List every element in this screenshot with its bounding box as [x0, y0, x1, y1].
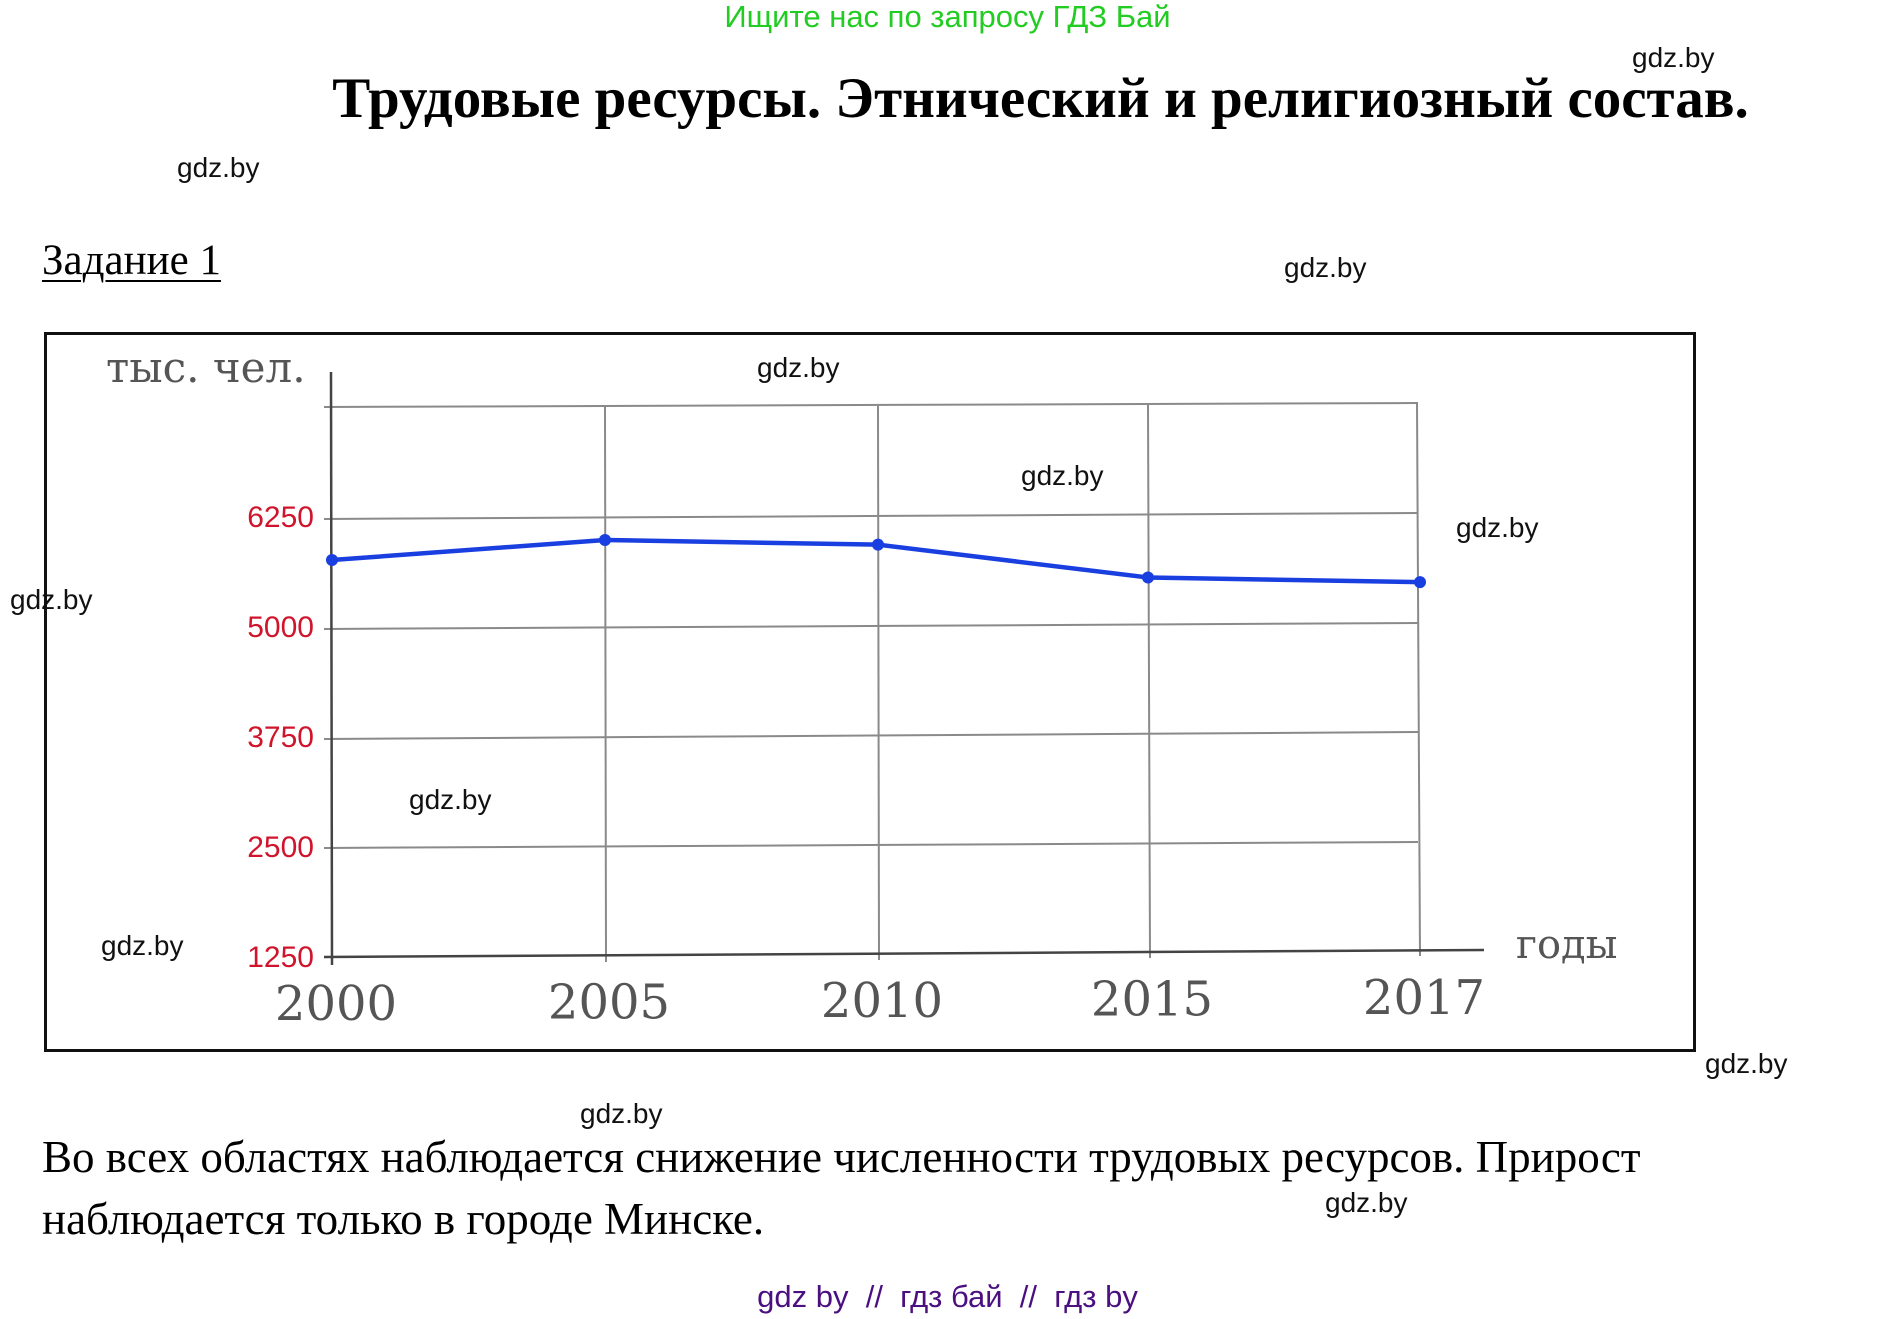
- data-point: [1414, 576, 1426, 589]
- watermark: gdz.by: [1284, 252, 1367, 283]
- y-axis-label: тыс. чел.: [106, 343, 306, 392]
- watermark: gdz.by: [1021, 460, 1104, 491]
- chart-frame: [44, 332, 1696, 1052]
- data-point: [326, 554, 338, 566]
- watermark: gdz.by: [10, 584, 93, 615]
- watermark: gdz.by: [757, 352, 840, 383]
- svg-text:2015: 2015: [1091, 972, 1213, 1028]
- svg-text:2000: 2000: [275, 976, 397, 1032]
- y-tick-labels: 1250 2500 3750 5000 6250: [247, 501, 314, 974]
- watermark: gdz.by: [1705, 1048, 1788, 1079]
- svg-text:2010: 2010: [821, 973, 943, 1029]
- svg-text:5000: 5000: [247, 611, 314, 644]
- watermark: gdz.by: [409, 784, 492, 815]
- data-point: [1142, 571, 1154, 584]
- watermark: gdz.by: [580, 1098, 663, 1129]
- series-points: [326, 534, 1426, 589]
- watermark: gdz.by: [177, 152, 260, 183]
- task-label: Задание 1: [42, 237, 221, 284]
- chart-gridlines: [323, 402, 1421, 963]
- x-axis-label: годы: [1516, 922, 1618, 968]
- svg-text:1250: 1250: [247, 941, 314, 974]
- data-point: [872, 538, 884, 551]
- watermark: gdz.by: [1456, 512, 1539, 543]
- svg-text:3750: 3750: [247, 721, 314, 754]
- svg-text:2017: 2017: [1363, 970, 1485, 1026]
- promo-banner: Ищите нас по запросу ГДЗ Бай: [724, 0, 1171, 34]
- svg-text:2500: 2500: [247, 831, 314, 864]
- watermark: gdz.by: [101, 930, 184, 961]
- watermark: gdz.by: [1325, 1187, 1408, 1218]
- x-tick-labels: 2000 2005 2010 2015 2017: [275, 970, 1485, 1032]
- answer-text: Во всех областях наблюдается снижение чи…: [42, 1132, 1641, 1244]
- line-chart: тыс. чел. годы 1250 2500 3750 5000 6250 2000…: [106, 343, 1618, 1032]
- footer-links: gdz by // гдз бай // гдз by: [757, 1279, 1138, 1314]
- chart-axes: [323, 371, 1485, 966]
- svg-text:2005: 2005: [548, 975, 670, 1031]
- page-title: Трудовые ресурсы. Этнический и религиозн…: [332, 67, 1749, 130]
- svg-text:6250: 6250: [247, 501, 314, 534]
- data-point: [599, 534, 611, 547]
- watermark: gdz.by: [1632, 42, 1715, 73]
